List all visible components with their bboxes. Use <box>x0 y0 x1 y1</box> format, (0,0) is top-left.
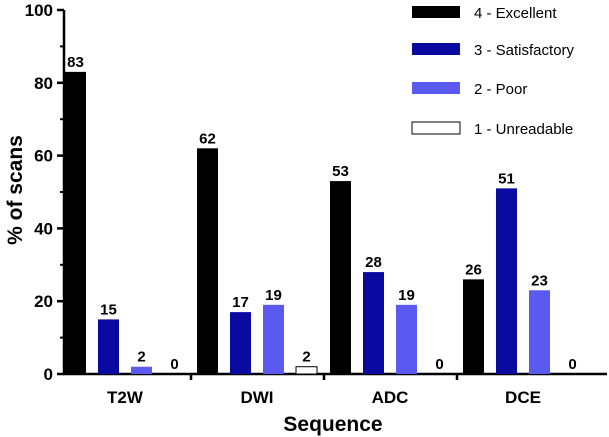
y-tick-label: 60 <box>34 147 53 166</box>
bar <box>131 366 152 374</box>
bar <box>263 304 284 374</box>
y-tick-label: 40 <box>34 219 53 238</box>
data-label: 53 <box>332 163 349 180</box>
data-label: 0 <box>568 356 576 373</box>
legend-swatch <box>412 82 460 94</box>
data-label: 62 <box>199 130 216 147</box>
bar <box>330 181 351 374</box>
data-label: 28 <box>365 254 382 271</box>
bar <box>396 304 417 374</box>
x-axis-title: Sequence <box>283 413 382 436</box>
y-axis: 0 20 40 60 80 100 <box>25 1 66 384</box>
data-label: 2 <box>137 349 145 366</box>
data-label: 51 <box>498 170 515 187</box>
data-label: 15 <box>100 301 117 318</box>
y-tick-label: 80 <box>34 74 53 93</box>
bars <box>65 71 550 375</box>
bar <box>463 279 484 374</box>
bar <box>363 272 384 374</box>
y-tick-label: 100 <box>25 1 53 20</box>
data-label: 23 <box>531 272 548 289</box>
bar <box>230 312 251 374</box>
bar <box>529 290 550 374</box>
legend-swatch <box>411 121 461 135</box>
legend-label: 3 - Satisfactory <box>474 42 575 59</box>
data-label: 19 <box>265 287 282 304</box>
data-label: 2 <box>302 349 310 366</box>
data-label: 19 <box>398 287 415 304</box>
bar <box>496 188 517 374</box>
legend-label: 4 - Excellent <box>474 5 557 22</box>
legend-swatch <box>412 6 460 18</box>
data-label: 0 <box>170 356 178 373</box>
legend-label: 1 - Unreadable <box>474 121 573 138</box>
y-tick-label: 20 <box>34 292 53 311</box>
x-tick-label: DWI <box>240 388 273 407</box>
data-label: 0 <box>435 356 443 373</box>
data-label: 26 <box>465 261 482 278</box>
x-axis: T2W DWI ADC DCE <box>63 372 607 407</box>
bar <box>197 148 218 374</box>
x-tick-label: ADC <box>372 388 409 407</box>
data-label: 83 <box>67 54 84 71</box>
x-tick-label: DCE <box>505 388 541 407</box>
y-tick-label: 0 <box>44 365 53 384</box>
bar <box>98 319 119 374</box>
x-tick-label: T2W <box>107 388 144 407</box>
data-label: 17 <box>232 294 249 311</box>
legend-swatch <box>412 43 460 55</box>
bar <box>295 366 318 375</box>
legend-label: 2 - Poor <box>474 81 527 98</box>
legend: 4 - Excellent 3 - Satisfactory 2 - Poor 1 -… <box>411 5 575 138</box>
y-axis-title: % of scans <box>4 135 27 245</box>
bar <box>65 71 86 374</box>
data-labels: 83 62 53 26 15 17 28 51 2 19 19 23 0 2 0 0 <box>67 54 577 373</box>
